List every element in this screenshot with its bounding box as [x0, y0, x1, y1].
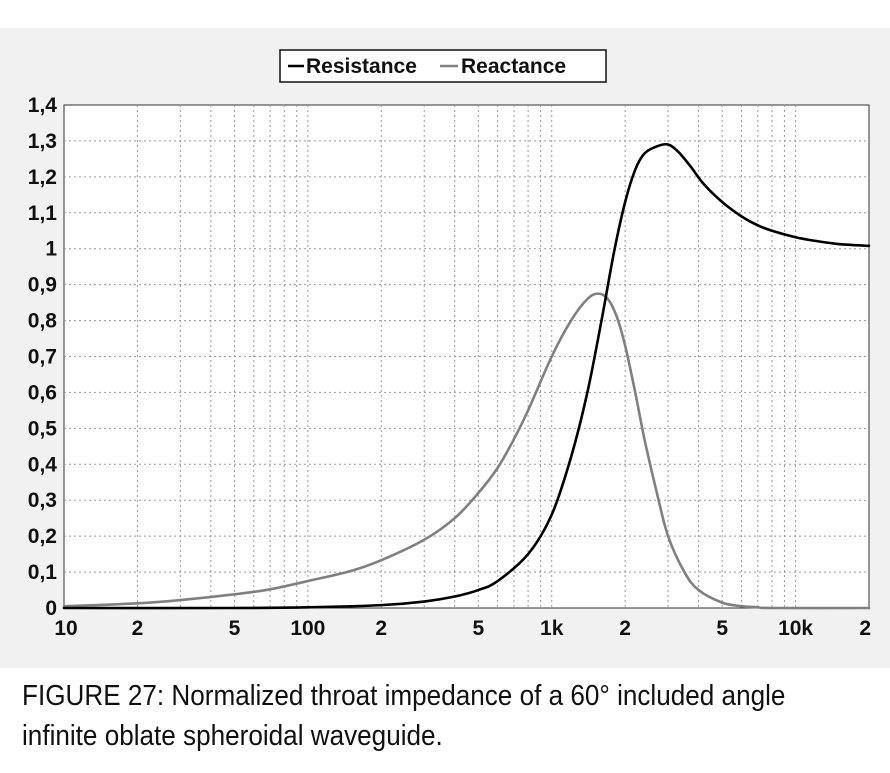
x-tick-label: 2 — [619, 617, 631, 640]
chart-panel: 0 0,1 0,2 0,3 0,4 0,5 0,6 0,7 0,8 0,9 1 1,1 1,2 1,3 1,… — [0, 28, 890, 668]
x-tick-label: 10 — [54, 617, 77, 640]
y-tick-label: 0,7 — [28, 346, 57, 369]
x-tick-label: 5 — [472, 617, 484, 640]
legend: Resistance Reactance — [279, 49, 607, 83]
y-tick-label: 0 — [45, 597, 57, 620]
figure-caption: FIGURE 27: Normalized throat impedance o… — [22, 676, 796, 756]
y-tick-label: 1,4 — [28, 94, 58, 117]
caption-text: Normalized throat impedance of a 60° inc… — [22, 680, 786, 752]
x-tick-label: 2 — [859, 617, 871, 640]
y-tick-label: 0,1 — [28, 561, 58, 584]
x-tick-label: 100 — [290, 617, 325, 640]
x-tick-label: 2 — [375, 617, 387, 640]
legend-label-resistance: Resistance — [306, 55, 417, 78]
y-tick-label: 0,4 — [28, 453, 58, 476]
y-tick-label: 1,2 — [28, 166, 57, 189]
series-line-resistance — [62, 142, 871, 610]
legend-label-reactance: Reactance — [461, 55, 566, 78]
y-tick-label: 0,3 — [28, 489, 57, 512]
caption-label: FIGURE 27: — [22, 680, 165, 712]
y-tick-label: 0,6 — [28, 381, 57, 404]
y-tick-label: 0,2 — [28, 525, 57, 548]
legend-box — [279, 49, 607, 83]
y-tick-label: 1,1 — [28, 202, 58, 225]
y-tick-label: 1,3 — [28, 130, 57, 153]
x-tick-label: 5 — [229, 617, 241, 640]
x-tick-label: 10k — [778, 617, 813, 640]
y-tick-label: 0,9 — [28, 274, 57, 297]
y-tick-label: 0,5 — [28, 417, 58, 440]
y-tick-label: 0,8 — [28, 310, 58, 333]
y-tick-label: 1 — [45, 238, 57, 261]
line-chart: 0 0,1 0,2 0,3 0,4 0,5 0,6 0,7 0,8 0,9 1 1,1 1,2 1,3 1,… — [28, 49, 871, 640]
x-tick-label: 1k — [540, 617, 564, 640]
x-tick-label: 2 — [132, 617, 144, 640]
ticks: 0 0,1 0,2 0,3 0,4 0,5 0,6 0,7 0,8 0,9 1 1,1 1,2 1,3 1,… — [28, 94, 871, 640]
series — [62, 142, 871, 610]
x-tick-label: 5 — [716, 617, 728, 640]
series-line-reactance — [62, 292, 871, 610]
